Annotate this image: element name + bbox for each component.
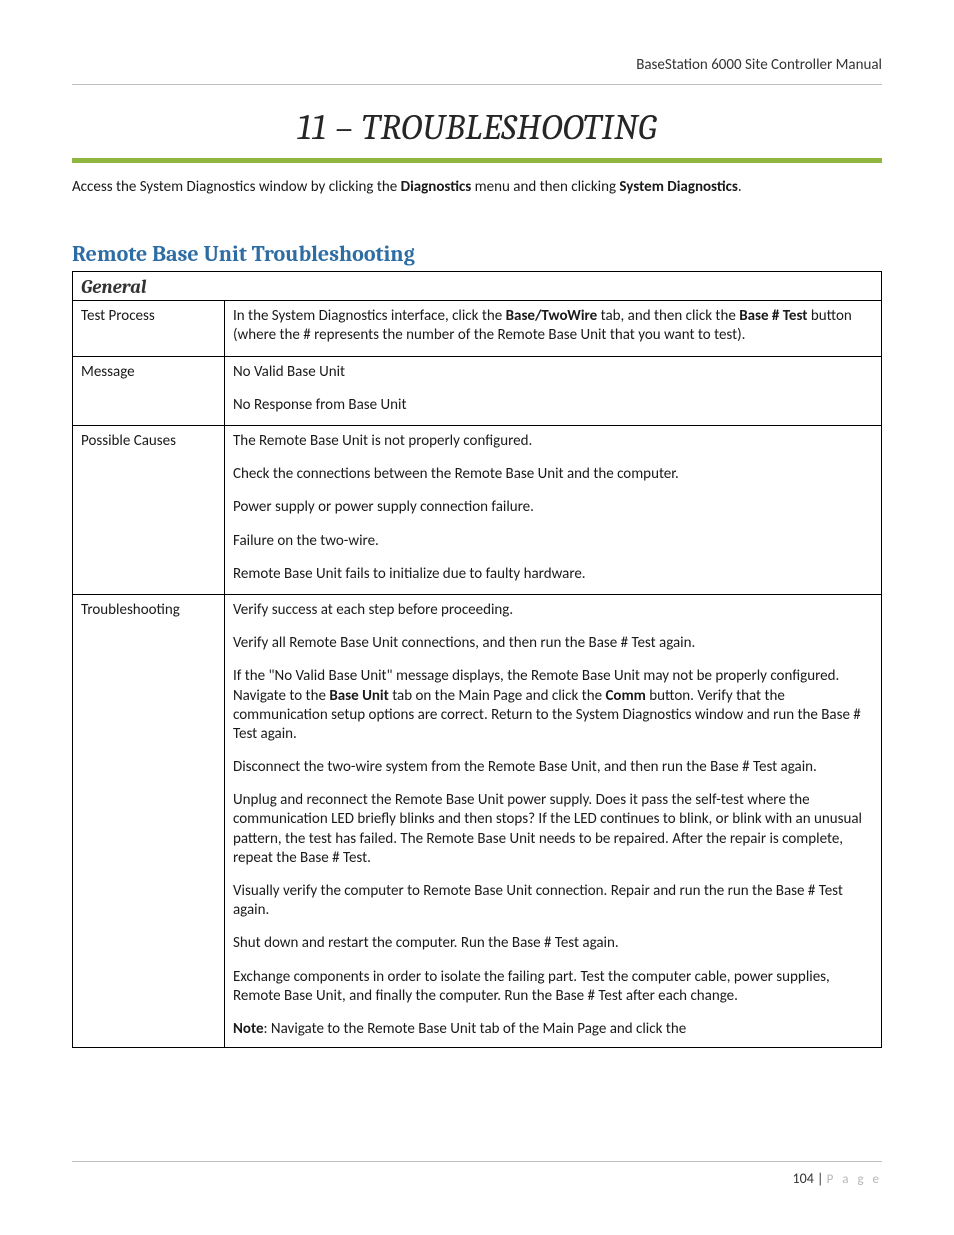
- page-footer: 104 | P a g e: [72, 1161, 882, 1187]
- table-row: Troubleshooting Verify success at each s…: [73, 594, 882, 1047]
- header-doc-title: BaseStation 6000 Site Controller Manual: [72, 56, 882, 74]
- troubleshooting-table: General Test Process In the System Diagn…: [72, 271, 882, 1048]
- paragraph: Remote Base Unit fails to initialize due…: [233, 565, 873, 584]
- row-label-message: Message: [73, 356, 225, 425]
- bold-base-unit: Base Unit: [329, 687, 388, 705]
- text: tab on the Main Page and click the: [389, 687, 606, 705]
- intro-bold-system-diagnostics: System Diagnostics: [619, 178, 738, 196]
- intro-paragraph: Access the System Diagnostics window by …: [72, 177, 882, 197]
- intro-text: Access the System Diagnostics window by …: [72, 178, 401, 196]
- bold-base-twowire: Base/TwoWire: [506, 307, 598, 325]
- footer-sep: |: [817, 1170, 827, 1187]
- row-content-test-process: In the System Diagnostics interface, cli…: [225, 301, 882, 356]
- paragraph: Unplug and reconnect the Remote Base Uni…: [233, 791, 873, 868]
- paragraph: If the "No Valid Base Unit" message disp…: [233, 667, 873, 744]
- header-rule: [72, 84, 882, 85]
- table-group-row: General: [73, 272, 882, 301]
- paragraph: Exchange components in order to isolate …: [233, 968, 873, 1006]
- paragraph: Shut down and restart the computer. Run …: [233, 934, 873, 953]
- table-row: Message No Valid Base Unit No Response f…: [73, 356, 882, 425]
- text: In the System Diagnostics interface, cli…: [233, 307, 506, 325]
- text: : Navigate to the Remote Base Unit tab o…: [264, 1020, 687, 1038]
- row-label-test-process: Test Process: [73, 301, 225, 356]
- paragraph: Verify all Remote Base Unit connections,…: [233, 634, 873, 653]
- footer-rule: [72, 1161, 882, 1162]
- paragraph: Power supply or power supply connection …: [233, 498, 873, 517]
- paragraph: Visually verify the computer to Remote B…: [233, 882, 873, 920]
- chapter-rule: [72, 158, 882, 163]
- paragraph: Verify success at each step before proce…: [233, 601, 873, 620]
- paragraph: The Remote Base Unit is not properly con…: [233, 432, 873, 451]
- intro-text: menu and then clicking: [471, 178, 619, 196]
- paragraph: No Response from Base Unit: [233, 396, 873, 415]
- page-number: 104: [793, 1170, 814, 1187]
- paragraph: Note: Navigate to the Remote Base Unit t…: [233, 1020, 873, 1039]
- bold-comm: Comm: [605, 687, 645, 705]
- table-row: Test Process In the System Diagnostics i…: [73, 301, 882, 356]
- page-label: P a g e: [827, 1172, 882, 1187]
- table-row: Possible Causes The Remote Base Unit is …: [73, 426, 882, 595]
- intro-bold-diagnostics: Diagnostics: [401, 178, 472, 196]
- bold-note: Note: [233, 1020, 264, 1038]
- row-content-troubleshooting: Verify success at each step before proce…: [225, 594, 882, 1047]
- text: tab, and then click the: [597, 307, 739, 325]
- intro-text: .: [738, 178, 742, 196]
- paragraph: No Valid Base Unit: [233, 363, 873, 382]
- row-label-troubleshooting: Troubleshooting: [73, 594, 225, 1047]
- paragraph: In the System Diagnostics interface, cli…: [233, 307, 873, 345]
- row-content-message: No Valid Base Unit No Response from Base…: [225, 356, 882, 425]
- paragraph: Disconnect the two-wire system from the …: [233, 758, 873, 777]
- footer-text: 104 | P a g e: [72, 1170, 882, 1187]
- row-label-causes: Possible Causes: [73, 426, 225, 595]
- paragraph: Failure on the two-wire.: [233, 532, 873, 551]
- table-group-header: General: [73, 272, 882, 301]
- paragraph: Check the connections between the Remote…: [233, 465, 873, 484]
- section-title: Remote Base Unit Troubleshooting: [72, 241, 882, 267]
- chapter-title: 11 – TROUBLESHOOTING: [72, 107, 882, 148]
- row-content-causes: The Remote Base Unit is not properly con…: [225, 426, 882, 595]
- bold-base-test: Base # Test: [739, 307, 807, 325]
